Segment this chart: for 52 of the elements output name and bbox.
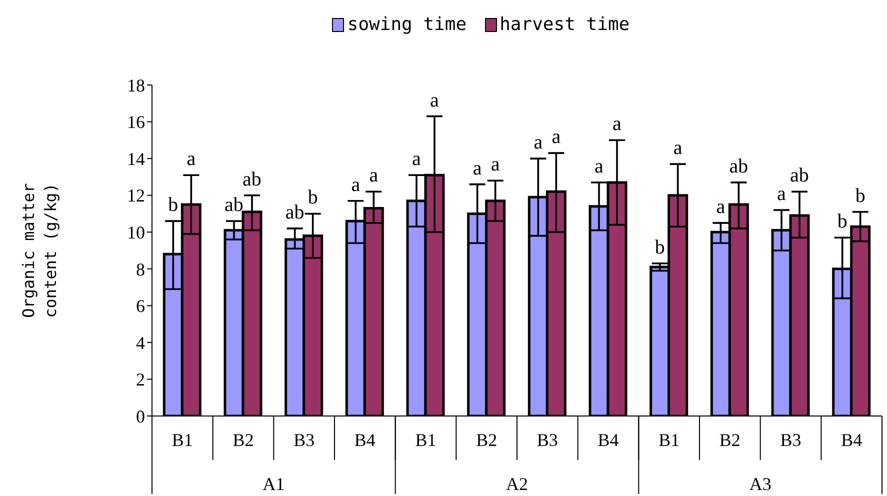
- data-label: a: [552, 126, 561, 148]
- x-tick-label: B4: [841, 430, 862, 450]
- text: A3: [749, 474, 772, 494]
- y-tick-label: 10: [127, 222, 145, 242]
- data-label: a: [673, 137, 682, 160]
- x-tick-label: B2: [476, 430, 498, 450]
- y-tick-label: 12: [127, 186, 145, 206]
- x-tick-label: B3: [536, 430, 558, 450]
- data-label: a: [351, 174, 360, 196]
- x-tick-label: B4: [354, 430, 376, 450]
- data-label: a: [412, 148, 422, 170]
- y-tick-label: 2: [136, 370, 145, 390]
- data-label: a: [369, 164, 378, 187]
- data-label: a: [612, 113, 622, 136]
- data-label: ab: [790, 164, 809, 187]
- data-label: a: [534, 132, 543, 154]
- x-tick-label: B3: [780, 430, 802, 450]
- y-tick-label: 0: [136, 406, 145, 426]
- data-label: ab: [242, 168, 262, 190]
- data-label: ab: [224, 194, 244, 216]
- data-label: b: [654, 236, 665, 258]
- data-label: a: [594, 155, 604, 178]
- y-tick-label: 6: [136, 296, 145, 316]
- y-tick-label: 8: [136, 259, 145, 280]
- y-tick-label: 16: [127, 112, 145, 132]
- data-label: ab: [729, 155, 748, 178]
- x-tick-label: B1: [172, 430, 193, 450]
- data-label: a: [716, 196, 726, 218]
- y-tick-label: 18: [127, 75, 145, 96]
- data-label: a: [430, 89, 440, 112]
- data-label: a: [490, 154, 500, 176]
- data-label: a: [186, 148, 196, 170]
- data-label: ab: [285, 201, 304, 224]
- y-tick-label: 4: [136, 332, 145, 353]
- x-tick-label: B1: [415, 430, 436, 450]
- legend-label: harvest time: [498, 14, 630, 35]
- data-label: b: [837, 210, 848, 233]
- text: A2: [506, 474, 528, 494]
- x-tick-label: B2: [719, 430, 740, 450]
- x-tick-label: B4: [598, 430, 619, 450]
- y-tick-label: 14: [127, 148, 145, 169]
- text: A1: [262, 474, 285, 494]
- data-label: b: [855, 184, 866, 207]
- y-axis-title: Organic matter content (g/kg): [19, 182, 60, 318]
- x-tick-label: B2: [232, 430, 254, 450]
- data-label: a: [472, 157, 482, 180]
- legend-label: sowing time: [346, 14, 467, 35]
- data-label: b: [308, 186, 318, 209]
- x-tick-label: B1: [658, 430, 680, 450]
- data-label: a: [777, 183, 786, 206]
- x-tick-label: B3: [294, 430, 315, 450]
- data-label: b: [168, 194, 178, 216]
